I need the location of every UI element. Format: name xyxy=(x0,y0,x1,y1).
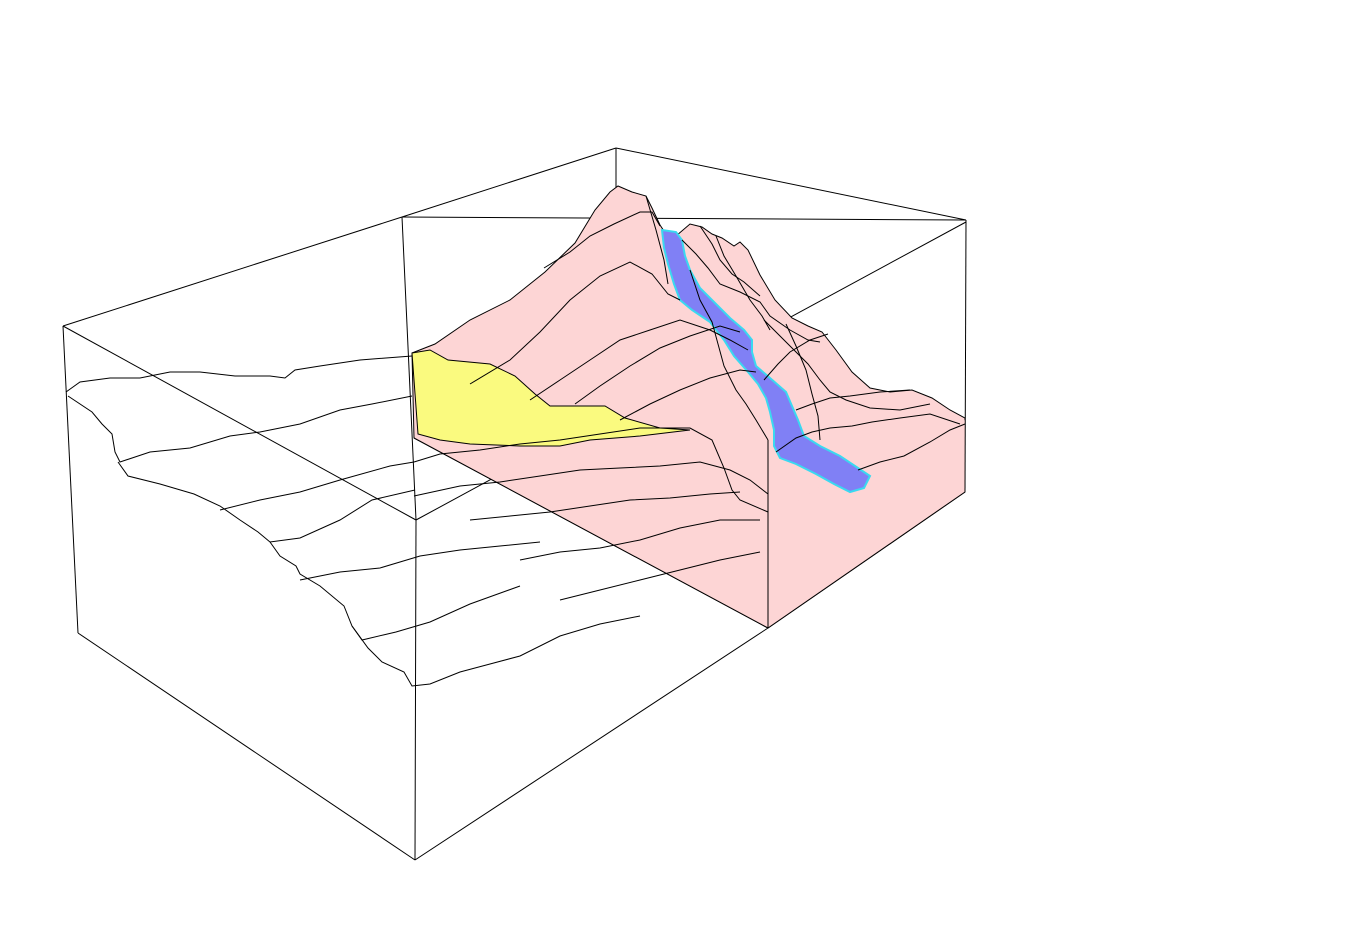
contour-line xyxy=(469,261,681,385)
terrain-block xyxy=(411,185,966,629)
contour-line xyxy=(413,461,769,497)
contour-line xyxy=(645,195,669,285)
contour-line xyxy=(269,541,521,641)
contour-line xyxy=(219,461,415,511)
channel xyxy=(660,228,872,494)
box-edge xyxy=(414,627,769,861)
box-edge xyxy=(413,437,769,629)
contour-line xyxy=(763,319,931,411)
box-edge xyxy=(62,325,79,634)
contour-line xyxy=(67,395,413,463)
contour-line xyxy=(785,323,821,441)
contour-line xyxy=(543,211,661,269)
contour-line xyxy=(574,325,741,405)
contour-lines xyxy=(65,195,966,687)
terrain-front-face xyxy=(414,428,768,628)
contour-line xyxy=(559,551,761,601)
contour-line xyxy=(529,319,749,401)
contour-line xyxy=(775,413,961,453)
highlight-region xyxy=(411,349,691,447)
contour-line xyxy=(619,369,757,421)
contour-line xyxy=(117,461,416,543)
contour-line xyxy=(469,491,741,521)
contour-line xyxy=(795,389,911,411)
contour-line xyxy=(857,423,966,471)
box-edge xyxy=(77,632,416,861)
box-edge xyxy=(615,147,967,221)
box-edge xyxy=(414,519,417,861)
box-edge xyxy=(964,219,967,493)
box-edge xyxy=(62,216,403,327)
box-edge xyxy=(401,147,617,218)
contour-line xyxy=(681,239,821,343)
contour-line xyxy=(699,225,761,297)
box-edge xyxy=(401,216,967,221)
box-edge xyxy=(62,325,417,521)
terrain-right-face xyxy=(768,420,965,628)
contour-line xyxy=(351,615,641,687)
box-edge xyxy=(767,491,966,629)
contour-line xyxy=(689,269,769,441)
contour-line xyxy=(65,355,413,393)
contour-line xyxy=(715,235,771,331)
contour-line xyxy=(299,541,541,581)
contour-line xyxy=(519,519,760,561)
contour-line xyxy=(763,333,829,381)
bounding-box-front-edges xyxy=(62,219,967,861)
contour-line xyxy=(413,427,769,513)
box-edge xyxy=(401,216,417,521)
